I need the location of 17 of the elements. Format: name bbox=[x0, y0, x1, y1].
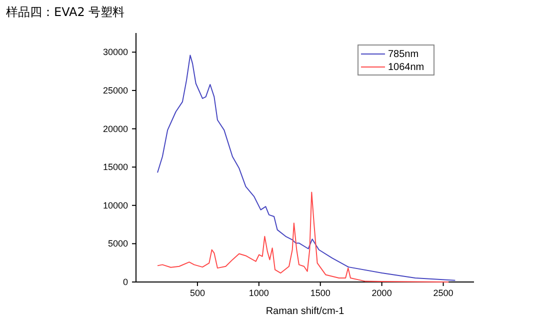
x-tick-label: 2500 bbox=[433, 288, 454, 298]
legend-label: 785nm bbox=[388, 49, 419, 60]
x-axis-title: Raman shift/cm-1 bbox=[266, 306, 345, 317]
legend-label: 1064nm bbox=[388, 62, 424, 73]
x-tick-label: 1500 bbox=[310, 288, 330, 298]
x-tick-label: 2000 bbox=[372, 288, 392, 298]
y-tick-label: 10000 bbox=[102, 200, 128, 210]
line-series bbox=[157, 192, 450, 282]
y-tick-label: 30000 bbox=[102, 47, 128, 58]
y-tick-label: 0 bbox=[122, 277, 128, 287]
x-tick-label: 500 bbox=[190, 288, 205, 298]
y-tick-label: 20000 bbox=[102, 124, 128, 134]
x-tick-label: 1000 bbox=[248, 288, 269, 298]
y-tick-label: 5000 bbox=[108, 238, 128, 249]
y-tick-label: 25000 bbox=[102, 85, 128, 96]
y-tick-label: 15000 bbox=[102, 162, 128, 172]
chart-title: 样品四：EVA2 号塑料 bbox=[6, 5, 125, 19]
